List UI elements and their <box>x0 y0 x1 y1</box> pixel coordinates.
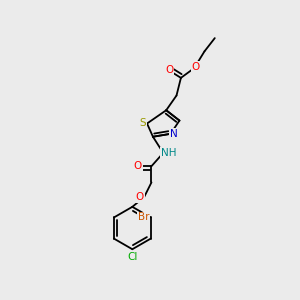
Text: S: S <box>139 118 146 128</box>
Text: N: N <box>170 129 178 139</box>
Text: Br: Br <box>138 212 149 222</box>
Text: O: O <box>191 62 200 72</box>
Text: Cl: Cl <box>127 252 137 262</box>
Text: O: O <box>134 161 142 171</box>
Text: O: O <box>136 192 144 202</box>
Text: NH: NH <box>161 148 176 158</box>
Text: O: O <box>165 65 173 76</box>
